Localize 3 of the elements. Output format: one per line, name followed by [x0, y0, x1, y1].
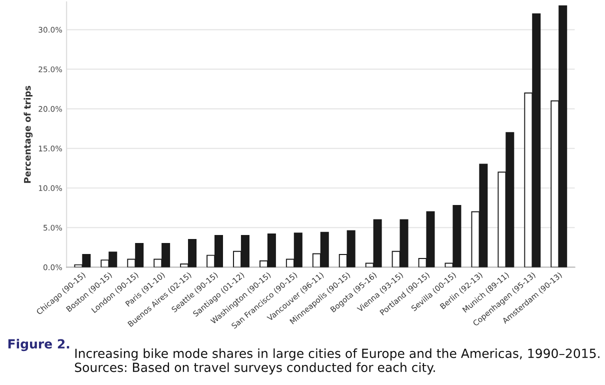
text: Increasing bike mode shares in large cities of Europe and the Americas, 1990–2015. Sources: Based on travel surveys conducted for each city.	[74, 348, 600, 375]
y-axis-title: Percentage of trips	[24, 86, 33, 183]
caption: Figure 2.	[8, 338, 70, 352]
